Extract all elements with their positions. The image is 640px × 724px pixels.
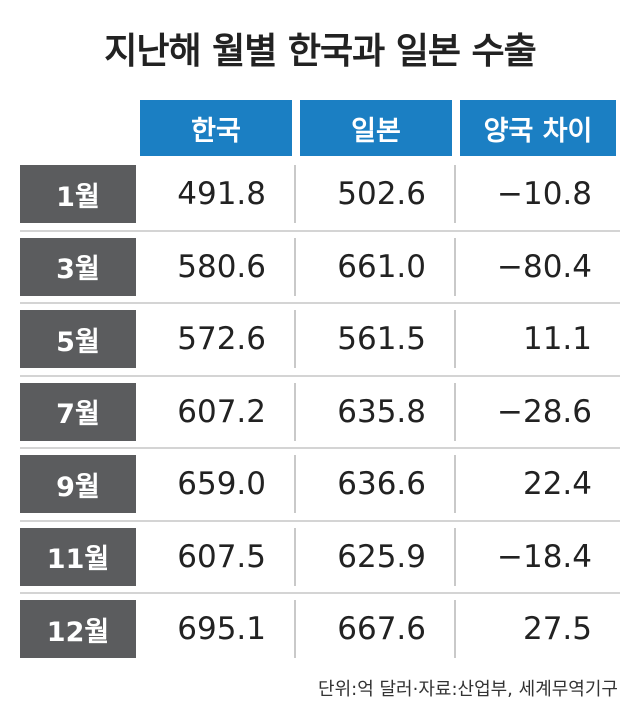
row-divider [20, 447, 620, 449]
row-label: 12월 [20, 600, 136, 658]
value-cell: −18.4 [460, 527, 620, 586]
row-label: 7월 [20, 382, 136, 441]
row-divider [20, 519, 620, 522]
row-divider [20, 229, 620, 232]
value-cell: −80.4 [460, 237, 620, 296]
row-label: 1월 [20, 165, 136, 223]
value-cell: 636.6 [300, 455, 456, 513]
value-cell: 667.6 [300, 600, 456, 658]
value-cell: 661.0 [300, 237, 456, 296]
value-cell: 607.5 [140, 527, 296, 586]
row-label: 11월 [20, 527, 136, 586]
value-cell: −10.8 [460, 165, 620, 223]
value-cell: 635.8 [300, 382, 456, 441]
column-header: 양국 차이 [460, 100, 616, 156]
value-cell: 625.9 [300, 527, 456, 586]
row-divider [20, 302, 620, 304]
value-cell: 502.6 [300, 165, 456, 223]
value-cell: 491.8 [140, 165, 296, 223]
value-cell: −28.6 [460, 382, 620, 441]
column-header: 일본 [300, 100, 452, 156]
value-cell: 659.0 [140, 455, 296, 513]
row-divider [20, 592, 620, 594]
column-header: 한국 [140, 100, 292, 156]
row-label: 5월 [20, 310, 136, 368]
value-cell: 561.5 [300, 310, 456, 368]
value-cell: 572.6 [140, 310, 296, 368]
value-cell: 607.2 [140, 382, 296, 441]
value-cell: 22.4 [460, 455, 620, 513]
title: 지난해 월별 한국과 일본 수출 [104, 31, 537, 72]
value-cell: 11.1 [460, 310, 620, 368]
source-note: 단위:억 달러·자료:산업부, 세계무역기구 [318, 679, 618, 700]
value-cell: 27.5 [460, 600, 620, 658]
value-cell: 580.6 [140, 237, 296, 296]
row-label: 3월 [20, 237, 136, 296]
value-cell: 695.1 [140, 600, 296, 658]
row-divider [20, 374, 620, 377]
row-label: 9월 [20, 455, 136, 513]
